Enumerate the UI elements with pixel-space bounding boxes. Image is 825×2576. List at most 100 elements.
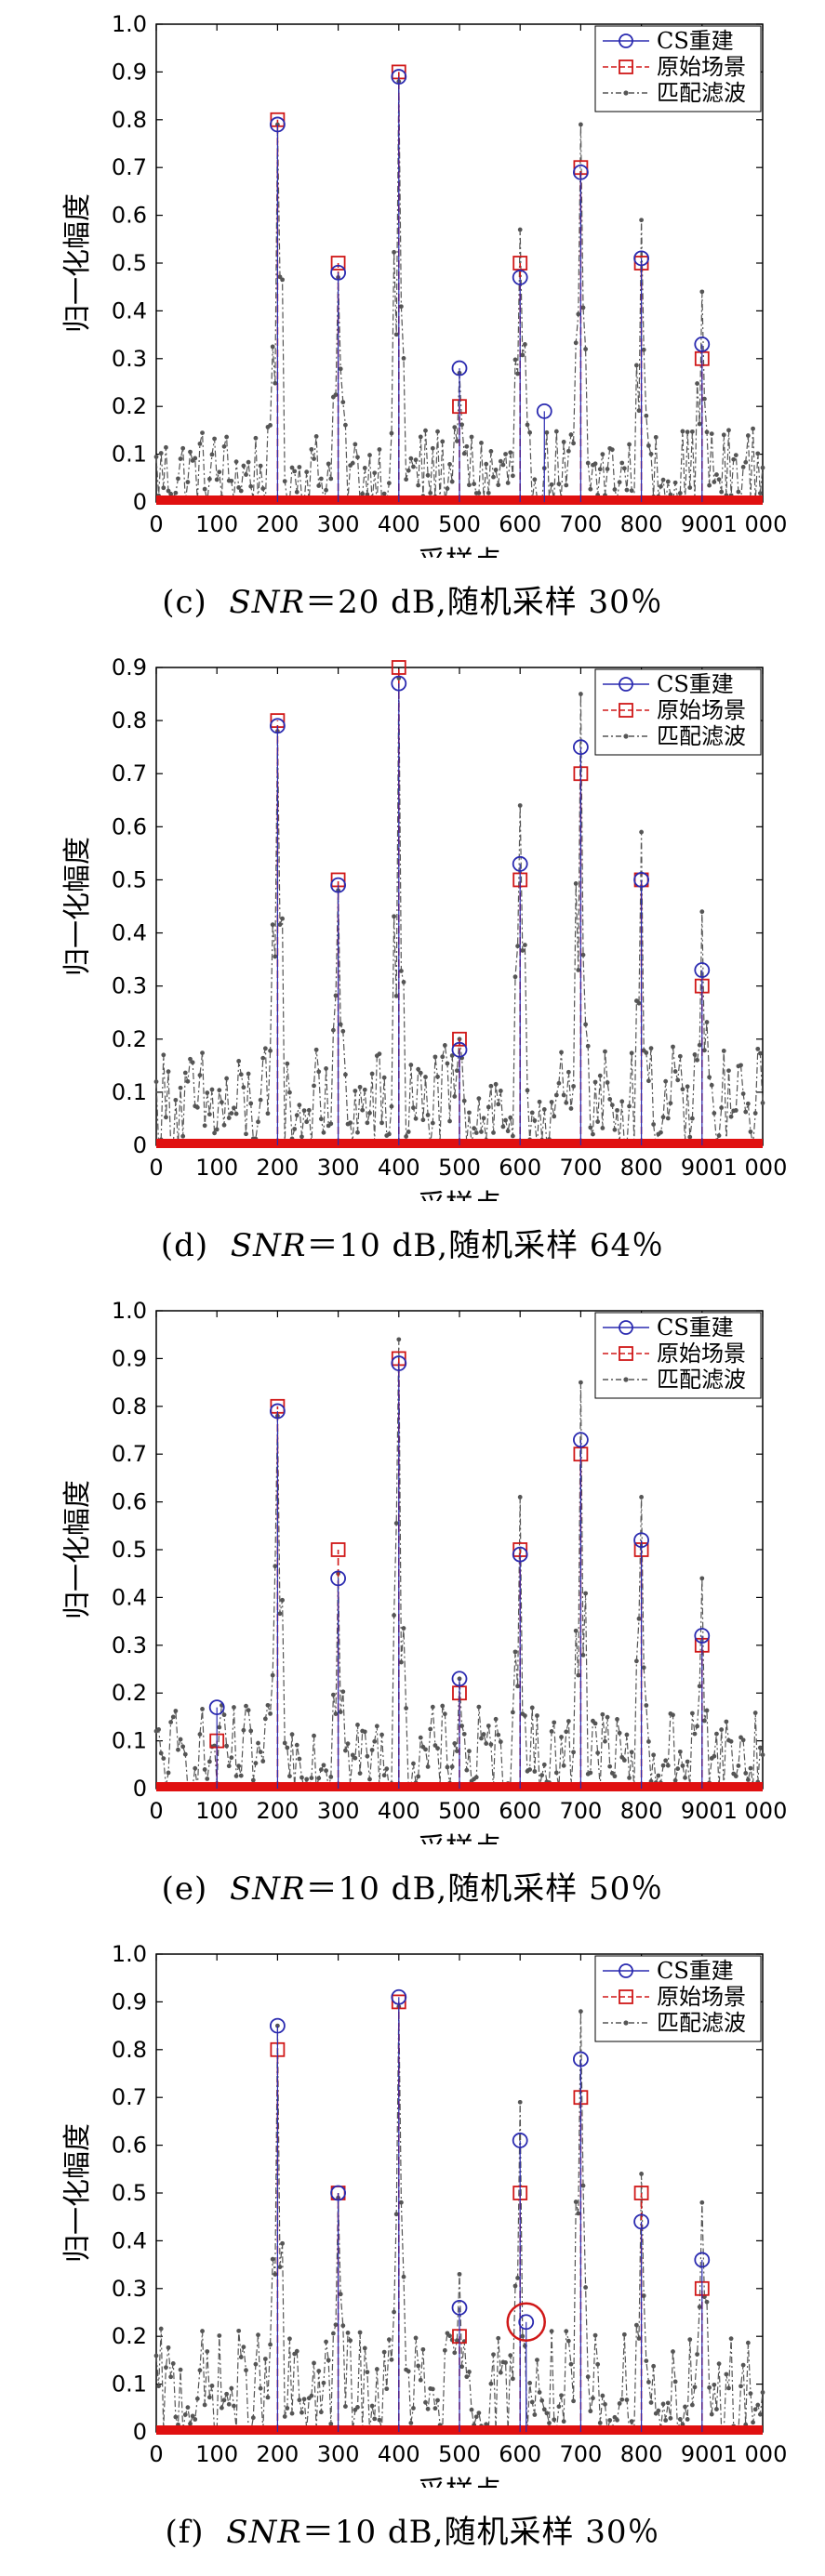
matched-filter-point bbox=[617, 2400, 622, 2406]
matched-filter-point bbox=[457, 1676, 462, 1682]
matched-filter-point bbox=[282, 1740, 287, 1746]
y-tick-label: 0.9 bbox=[112, 654, 147, 680]
cs-reconstruction-marker bbox=[573, 164, 589, 180]
matched-filter-point bbox=[258, 1097, 263, 1103]
matched-filter-point bbox=[273, 380, 278, 386]
matched-filter-point bbox=[636, 1000, 642, 1006]
matched-filter-point bbox=[268, 1711, 273, 1716]
matched-filter-point bbox=[408, 456, 414, 461]
matched-filter-point bbox=[510, 473, 515, 479]
matched-filter-point bbox=[158, 1750, 164, 1756]
matched-filter-point bbox=[476, 1096, 482, 1102]
matched-filter-point bbox=[469, 2407, 474, 2412]
x-tick-label: 400 bbox=[378, 1155, 420, 1181]
matched-filter-point bbox=[583, 1591, 589, 1596]
matched-filter-point bbox=[367, 1110, 372, 1116]
matched-filter-point bbox=[170, 2361, 176, 2366]
matched-filter-point bbox=[238, 1773, 244, 1778]
matched-filter-point bbox=[464, 443, 470, 449]
matched-filter-point bbox=[755, 451, 761, 456]
y-tick-label: 0.2 bbox=[112, 2323, 147, 2349]
matched-filter-point bbox=[588, 2409, 593, 2414]
matched-filter-point bbox=[200, 430, 205, 435]
matched-filter-point bbox=[185, 1078, 191, 1084]
matched-filter-point bbox=[612, 487, 618, 492]
matched-filter-point bbox=[544, 429, 550, 435]
matched-filter-point bbox=[481, 1732, 486, 1737]
matched-filter-point bbox=[595, 2361, 601, 2367]
matched-filter-point bbox=[559, 1050, 564, 1055]
cs-reconstruction-marker bbox=[512, 1546, 528, 1563]
cs-reconstruction-marker bbox=[330, 264, 347, 281]
matched-filter-point bbox=[689, 1711, 695, 1716]
matched-filter-point bbox=[425, 472, 431, 478]
matched-filter-point bbox=[702, 396, 707, 402]
cs-reconstruction-marker bbox=[573, 2051, 589, 2067]
matched-filter-point bbox=[496, 2335, 501, 2341]
matched-filter-point bbox=[619, 1099, 625, 1104]
matched-filter-point bbox=[246, 1071, 251, 1077]
matched-filter-point bbox=[365, 1120, 370, 1126]
matched-filter-point bbox=[432, 1054, 438, 1060]
legend-box bbox=[594, 25, 762, 112]
matched-filter-point bbox=[340, 1028, 346, 1034]
matched-filter-point bbox=[724, 1719, 729, 1724]
legend-label: 匹配滤波 bbox=[657, 80, 746, 106]
matched-filter-point bbox=[459, 422, 465, 428]
matched-filter-point bbox=[324, 487, 328, 493]
matched-filter-point bbox=[374, 1724, 379, 1729]
cs-reconstruction-marker bbox=[573, 739, 589, 756]
matched-filter-point bbox=[553, 1092, 559, 1098]
matched-filter-point bbox=[755, 2402, 761, 2408]
matched-filter-point bbox=[285, 1061, 290, 1066]
matched-filter-point bbox=[180, 1133, 186, 1139]
matched-filter-point bbox=[193, 1765, 198, 1771]
matched-filter-point bbox=[280, 916, 286, 921]
x-tick-label: 200 bbox=[256, 2441, 299, 2467]
matched-filter-point bbox=[209, 1087, 215, 1092]
matched-filter-point bbox=[205, 1777, 210, 1781]
legend-label: CS重建 bbox=[657, 28, 734, 54]
matched-filter-point bbox=[200, 2329, 205, 2333]
matched-filter-point bbox=[408, 1063, 414, 1067]
matched-filter-point bbox=[697, 1684, 702, 1689]
caption-snr: SNR bbox=[230, 1227, 307, 1264]
matched-filter-point bbox=[381, 1773, 387, 1778]
matched-filter-point bbox=[392, 1613, 396, 1618]
matched-filter-point bbox=[445, 1764, 450, 1770]
legend-label: CS重建 bbox=[657, 1314, 734, 1341]
matched-filter-point bbox=[178, 1085, 183, 1090]
matched-filter-point bbox=[617, 480, 622, 485]
matched-filter-point bbox=[442, 1711, 447, 1717]
matched-filter-point bbox=[379, 1732, 384, 1737]
matched-filter-point bbox=[685, 429, 690, 435]
matched-filter-point bbox=[304, 1777, 310, 1782]
matched-filter-point bbox=[472, 1126, 477, 1131]
cs-reconstruction-marker bbox=[451, 1041, 468, 1058]
matched-filter-point bbox=[585, 460, 591, 466]
matched-filter-point bbox=[704, 1708, 710, 1713]
matched-filter-point bbox=[595, 1750, 601, 1755]
matched-filter-point bbox=[733, 453, 739, 458]
matched-filter-point bbox=[571, 2398, 576, 2404]
matched-filter-point bbox=[224, 2391, 230, 2397]
matched-filter-point bbox=[600, 1711, 605, 1717]
matched-filter-point bbox=[695, 1724, 699, 1729]
y-tick-label: 0.5 bbox=[112, 250, 147, 276]
matched-filter-point bbox=[539, 1773, 545, 1777]
matched-filter-point bbox=[659, 483, 663, 489]
legend-label: 匹配滤波 bbox=[657, 2010, 746, 2036]
matched-filter-point bbox=[182, 2412, 188, 2417]
cs-reconstruction-marker bbox=[330, 877, 347, 893]
matched-filter-point bbox=[583, 2285, 589, 2290]
matched-filter-point bbox=[357, 1084, 363, 1090]
matched-filter-point bbox=[386, 2337, 392, 2343]
x-tick-label: 500 bbox=[438, 2441, 481, 2467]
matched-filter-point bbox=[683, 2404, 687, 2410]
matched-filter-point bbox=[704, 429, 710, 435]
matched-filter-point bbox=[624, 1732, 630, 1737]
matched-filter-point bbox=[687, 1134, 693, 1140]
matched-filter-point bbox=[459, 1724, 465, 1728]
matched-filter-point bbox=[338, 1710, 343, 1714]
matched-filter-point bbox=[214, 477, 220, 482]
